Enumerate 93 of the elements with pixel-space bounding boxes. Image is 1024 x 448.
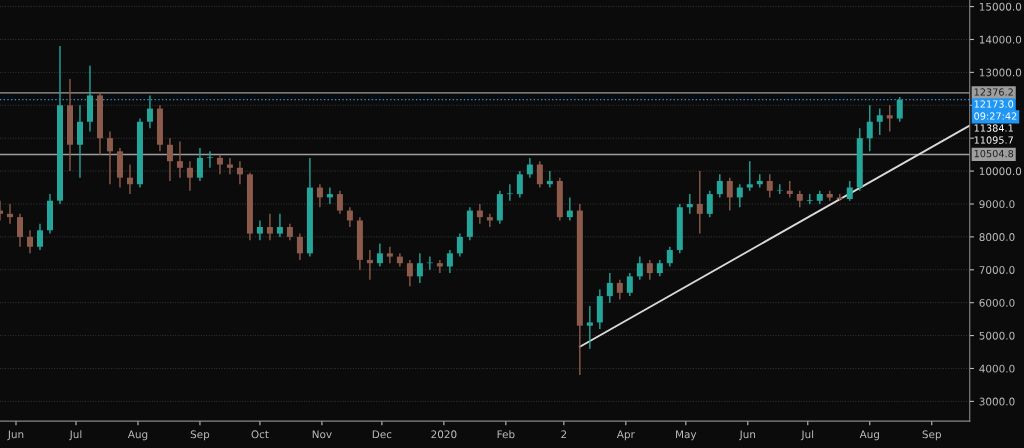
candlestick [516, 170, 523, 199]
x-tick-label: 2 [561, 430, 567, 439]
candlestick [26, 229, 33, 255]
x-tick-label: Nov [312, 430, 332, 439]
x-tick-label: Oct [251, 430, 269, 439]
candlestick [626, 272, 633, 297]
ref-line-label: 12173.0 [974, 100, 1014, 108]
x-tick-label: Jun [739, 430, 756, 441]
candlestick [406, 259, 413, 287]
candlestick [176, 140, 183, 179]
candlestick [196, 147, 203, 182]
candlestick [736, 183, 743, 208]
candlestick [17, 213, 23, 248]
candlestick [456, 232, 463, 258]
candlestick [276, 213, 283, 238]
candlestick [686, 193, 693, 215]
x-tick-label: May [676, 430, 697, 441]
candlestick [876, 107, 883, 136]
candlestick [866, 104, 873, 153]
candlestick [336, 190, 343, 215]
x-tick-label: Sep [922, 430, 941, 441]
candlestick [256, 219, 263, 241]
ref-line-label: 12376.2 [974, 88, 1013, 96]
candlestick [536, 160, 543, 189]
candlestick [586, 305, 593, 350]
x-tick-label: Sep [190, 430, 210, 441]
x-tick-label: Aug [127, 430, 148, 441]
candlestick [636, 255, 643, 281]
candlestick [36, 223, 43, 251]
candlestick [326, 186, 333, 205]
candlestick [206, 150, 213, 169]
candlestick [716, 173, 723, 199]
candlestick [166, 137, 173, 182]
candlestick [316, 183, 323, 208]
text: 11384.1 [974, 124, 1013, 132]
candlestick [266, 213, 273, 241]
candlestick [506, 183, 513, 202]
candlestick [126, 163, 133, 195]
candlestick [416, 252, 423, 284]
candlestick [606, 272, 613, 304]
candlestick [346, 206, 353, 228]
candlestick [846, 180, 853, 202]
x-tick-label: Apr [616, 430, 635, 441]
candlestick [896, 96, 903, 123]
candlestick [766, 173, 773, 199]
candlestick [616, 278, 623, 301]
y-tick-label: 4000.0 [979, 364, 1015, 373]
candlestick [726, 176, 733, 212]
candlestick [296, 232, 303, 261]
candlestick [226, 157, 233, 176]
x-tick-label: 2020 [431, 430, 457, 439]
candlestick [7, 203, 13, 225]
candlestick [236, 160, 243, 185]
y-tick-label: 9000.0 [979, 200, 1015, 209]
x-tick-label: Feb [497, 430, 515, 439]
y-tick-label: 5000.0 [979, 331, 1015, 340]
x-tick-label: Dec [372, 430, 392, 439]
x-tick-label: Aug [859, 430, 879, 441]
candlestick [386, 246, 393, 264]
candlestick [546, 170, 553, 189]
candlestick [746, 160, 753, 192]
candlestick [366, 249, 373, 281]
candlestick [476, 203, 483, 225]
text: 11095.7 [974, 136, 1013, 144]
candlestick [646, 259, 653, 281]
candlestick [76, 104, 83, 179]
y-tick-label: 10000.0 [979, 167, 1022, 176]
candlestick [446, 249, 453, 274]
y-tick-label: 7000.0 [979, 266, 1015, 274]
candlestick [526, 157, 533, 179]
candlestick [186, 160, 193, 192]
x-tick-label: Jun [7, 430, 24, 441]
candlestick [696, 170, 703, 235]
candlestick [706, 190, 713, 218]
x-tick-label: Jul [800, 430, 814, 441]
candlestick [106, 130, 113, 185]
y-tick-label: 14000.0 [979, 35, 1022, 44]
y-tick-label: 8000.0 [979, 233, 1015, 241]
ref-line-label: 10504.8 [974, 149, 1014, 158]
candlestick [436, 259, 443, 274]
candlestick [886, 104, 893, 133]
candlestick [486, 213, 493, 228]
candlestick [666, 246, 673, 268]
y-tick-label: 15000.0 [979, 2, 1022, 11]
candlestick [216, 153, 223, 176]
y-tick-label: 6000.0 [979, 298, 1015, 307]
candlestick [566, 196, 573, 222]
text: 09:27:42 [974, 112, 1017, 120]
y-tick-label: 13000.0 [979, 68, 1022, 77]
y-tick-label: 3000.0 [979, 397, 1015, 406]
x-tick-label: Jul [69, 430, 82, 441]
candlestick [376, 242, 383, 268]
candlestick [146, 94, 153, 130]
